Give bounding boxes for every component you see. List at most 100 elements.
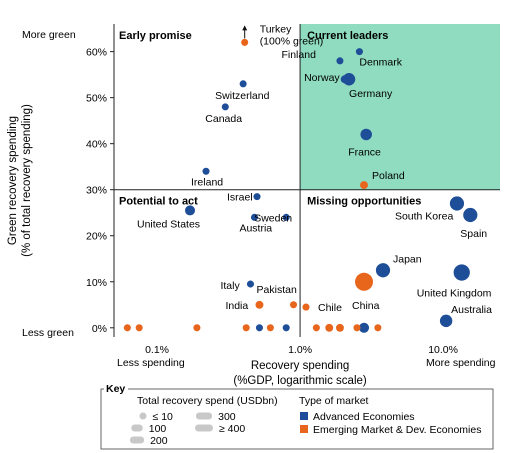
data-point-united-kingdom [453, 264, 470, 281]
data-point-australia [439, 314, 453, 328]
data-point-south-korea [449, 196, 465, 211]
data-point [242, 324, 250, 332]
key-size-label: ≥ 400 [219, 423, 245, 435]
data-point-japan [375, 263, 391, 278]
quadrant-title-potential-to-act: Potential to act [119, 196, 198, 208]
legend-key: Key Total recovery spend (USDbn) ≤ 1010020… [100, 382, 494, 450]
data-point [353, 324, 361, 332]
x-end-label-more-spending: More spending [426, 357, 496, 369]
x-tick-label: 1.0% [288, 344, 312, 356]
key-title: Key [106, 383, 125, 395]
point-label-france: France [348, 146, 381, 158]
data-point [123, 324, 131, 332]
point-label-germany: Germany [349, 88, 393, 100]
data-point-spain [463, 207, 478, 223]
y-end-label-more-green: More green [22, 29, 76, 41]
quadrant-grid [113, 24, 500, 337]
turkey-up-arrow-head [242, 25, 248, 31]
y-tick-label: 40% [86, 139, 107, 151]
data-point-finland [336, 57, 344, 65]
key-size-swatch [131, 424, 143, 432]
x-end-label-less-spending: Less spending [117, 357, 185, 369]
quadrant-title-missing-opportunities: Missing opportunities [307, 196, 421, 208]
point-label-denmark: Denmark [359, 57, 402, 69]
data-point-india [255, 300, 264, 309]
point-label-south-korea: South Korea [395, 211, 454, 223]
point-label-pakistan: Pakistan [257, 284, 297, 296]
key-box [100, 388, 494, 450]
data-point-chile [302, 303, 310, 311]
y-tick-label: 50% [86, 93, 107, 105]
key-size-title: Total recovery spend (USDbn) [137, 395, 278, 407]
key-type-swatch-advanced [300, 412, 308, 420]
y-tick-label: 10% [86, 277, 107, 289]
key-size-label: ≤ 10 [153, 411, 174, 423]
data-point-china [355, 272, 374, 291]
data-point-france [360, 128, 372, 141]
data-point [282, 324, 290, 332]
key-type-swatch-emerging [300, 425, 308, 433]
data-point [359, 322, 370, 333]
key-size-swatch [195, 424, 213, 432]
point-label-japan: Japan [393, 253, 422, 265]
data-point [255, 324, 263, 332]
point-label-ireland: Ireland [191, 176, 223, 188]
data-point [374, 324, 382, 332]
point-label-turkey-100-green: Turkey (100% green) [260, 23, 324, 47]
x-tick-label: 0.1% [145, 344, 169, 356]
key-size-label: 300 [218, 411, 236, 423]
quadrant-title-current-leaders: Current leaders [307, 30, 388, 42]
point-label-united-kingdom: United Kingdom [417, 288, 492, 300]
key-size-swatch [195, 412, 213, 420]
point-labels: Finland Denmark Norway Germany France Switzer… [137, 23, 492, 315]
data-point-pakistan [289, 301, 298, 309]
y-tick-label: 0% [92, 323, 107, 335]
key-type-label-emerging: Emerging Market & Dev. Economies [313, 424, 481, 436]
axis-ticks: 0% 10% 20% 30% 40% 50% 60% 0.1% 1.0% 10.0% [86, 47, 458, 356]
data-point-turkey-100-green [241, 38, 249, 46]
data-point [193, 324, 201, 332]
point-label-finland: Finland [281, 49, 316, 61]
point-label-china: China [352, 300, 380, 312]
y-tick-label: 20% [86, 231, 107, 243]
data-point [266, 324, 274, 332]
data-point-germany [342, 73, 356, 86]
key-size-swatch [139, 412, 147, 420]
y-tick-label: 60% [86, 47, 107, 59]
data-point-switzerland [239, 80, 247, 88]
data-point [135, 324, 143, 332]
point-label-norway: Norway [304, 72, 340, 84]
data-point [312, 324, 320, 332]
data-point-austria [250, 213, 259, 221]
key-size-swatch [129, 436, 145, 444]
data-point [335, 323, 344, 332]
data-point [325, 323, 334, 332]
point-label-india: India [225, 300, 248, 312]
key-size-label: 100 [149, 423, 167, 435]
key-type-title: Type of market [299, 395, 369, 407]
point-label-switzerland: Switzerland [215, 90, 269, 102]
point-label-australia: Australia [451, 304, 492, 316]
point-label-chile: Chile [318, 302, 342, 314]
data-point-denmark [355, 48, 363, 56]
y-axis-title: Green recovery spending (% of total recov… [7, 104, 33, 257]
quadrant-title-early-promise: Early promise [119, 30, 192, 42]
data-point-canada [221, 103, 229, 111]
point-label-canada: Canada [205, 113, 242, 125]
y-end-label-less-green: Less green [22, 327, 74, 339]
data-points [123, 38, 478, 333]
point-label-sweden: Sweden [254, 212, 292, 224]
point-label-israel: Israel [227, 192, 253, 204]
data-point-italy [246, 280, 255, 288]
point-label-italy: Italy [220, 280, 240, 292]
data-point-sweden [282, 213, 290, 221]
data-point-united-states [184, 205, 196, 216]
leaders-quadrant-fill [300, 24, 500, 190]
key-size-label: 200 [150, 435, 168, 447]
point-label-spain: Spain [460, 228, 487, 240]
point-label-united-states: United States [137, 218, 200, 230]
key-title-bg [104, 382, 128, 394]
point-label-austria: Austria [239, 222, 272, 234]
x-tick-label: 10.0% [428, 344, 458, 356]
